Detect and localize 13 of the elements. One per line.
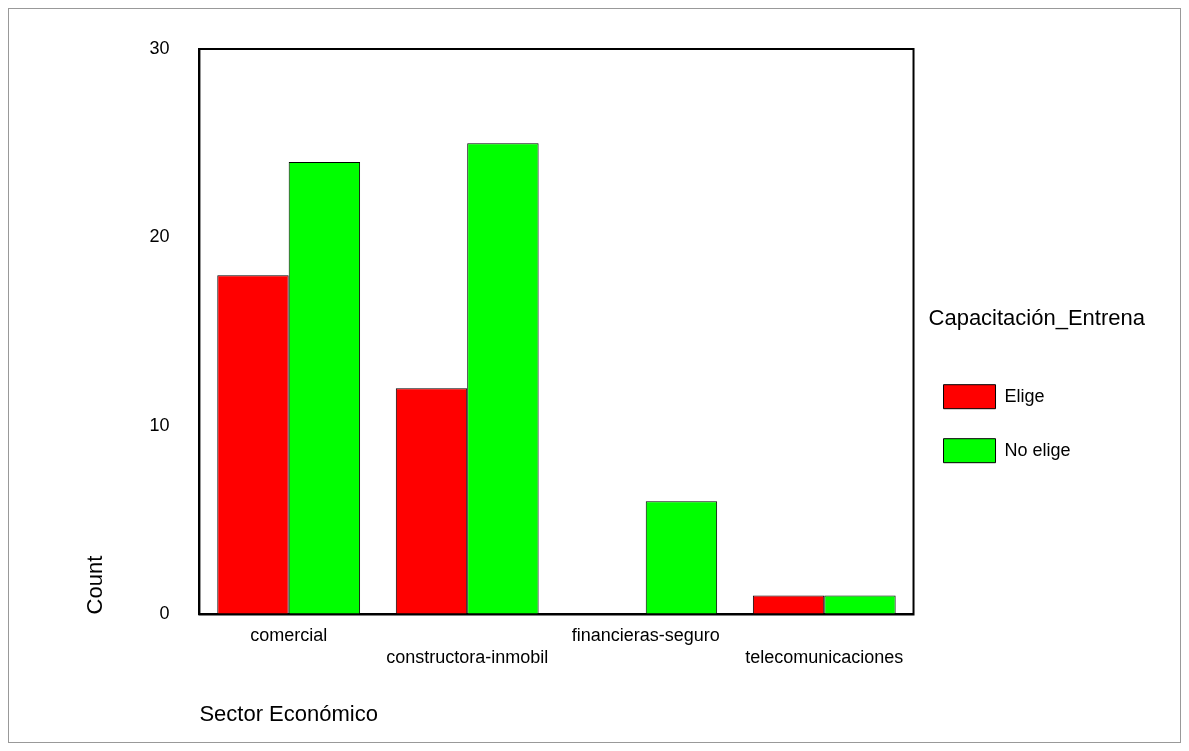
- y-tick-label: 30: [149, 37, 170, 58]
- y-tick-label: 20: [149, 226, 170, 247]
- y-tick-label: 10: [149, 414, 170, 435]
- x-tick-label: constructora-inmobil: [386, 646, 549, 667]
- y-tick-label: 0: [159, 603, 170, 624]
- legend-label: No elige: [1004, 439, 1071, 460]
- x-tick-label: comercial: [250, 625, 328, 646]
- legend-label: Elige: [1004, 385, 1045, 406]
- legend-title: Capacitación_Entrena: [928, 305, 1146, 331]
- y-axis-title: Count: [82, 555, 108, 615]
- x-axis-title: Sector Económico: [199, 700, 378, 726]
- x-tick-label: financieras-seguro: [571, 625, 720, 646]
- x-tick-label: telecomunicaciones: [745, 646, 904, 667]
